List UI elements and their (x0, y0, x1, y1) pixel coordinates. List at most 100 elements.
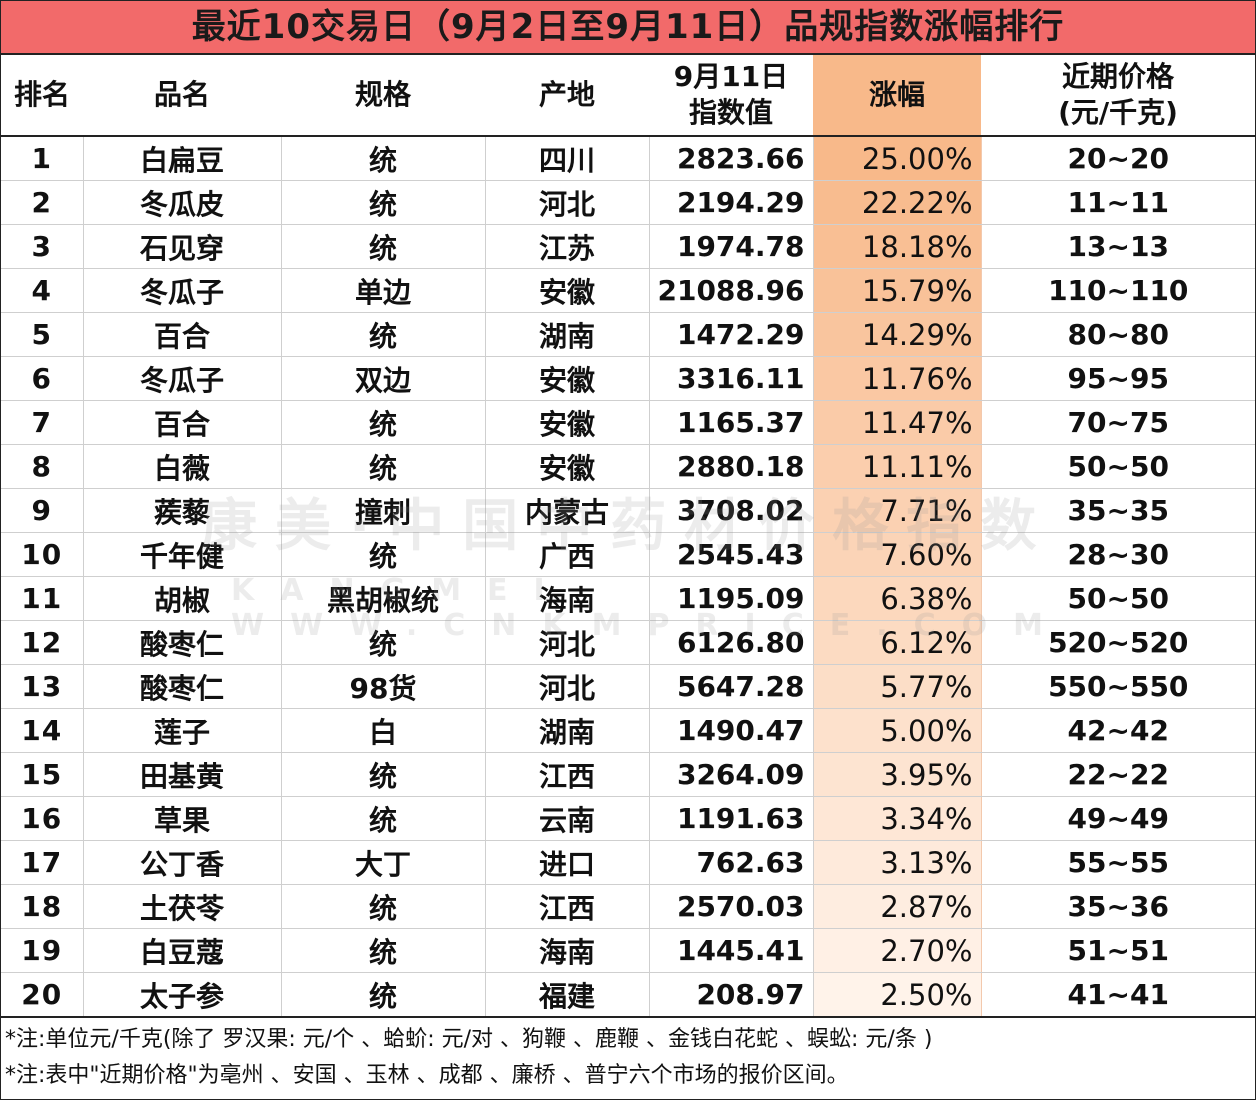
cell-price: 35~36 (981, 884, 1255, 929)
cell-origin: 安徽 (485, 444, 650, 489)
cell-index: 21088.96 (649, 268, 814, 313)
cell-name: 土茯苓 (83, 884, 282, 929)
cell-origin: 湖南 (485, 708, 650, 753)
cell-origin: 海南 (485, 928, 650, 973)
cell-name: 酸枣仁 (83, 664, 282, 709)
cell-spec: 统 (281, 136, 486, 181)
cell-price: 20~20 (981, 136, 1255, 181)
cell-index: 762.63 (649, 840, 814, 885)
cell-rank: 19 (1, 928, 84, 973)
cell-origin: 内蒙古 (485, 488, 650, 533)
cell-spec: 统 (281, 928, 486, 973)
cell-origin: 安徽 (485, 268, 650, 313)
cell-growth: 6.38% (813, 576, 982, 621)
cell-origin: 河北 (485, 664, 650, 709)
cell-name: 冬瓜子 (83, 268, 282, 313)
cell-name: 胡椒 (83, 576, 282, 621)
cell-origin: 云南 (485, 796, 650, 841)
cell-name: 冬瓜子 (83, 356, 282, 401)
cell-rank: 5 (1, 312, 84, 357)
cell-rank: 13 (1, 664, 84, 709)
cell-price: 50~50 (981, 576, 1255, 621)
cell-growth: 5.77% (813, 664, 982, 709)
table-row: 9 蒺藜 撞刺 内蒙古 3708.02 7.71% 35~35 (1, 488, 1255, 533)
cell-spec: 统 (281, 972, 486, 1018)
table-row: 13 酸枣仁 98货 河北 5647.28 5.77% 550~550 (1, 664, 1255, 709)
cell-price: 51~51 (981, 928, 1255, 973)
cell-growth: 11.76% (813, 356, 982, 401)
table-row: 12 酸枣仁统河北 6126.80 6.12% 520~520 (1, 620, 1255, 665)
cell-price: 41~41 (981, 972, 1255, 1018)
cell-rank: 14 (1, 708, 84, 753)
cell-spec: 统 (281, 532, 486, 577)
cell-origin: 福建 (485, 972, 650, 1018)
cell-spec: 白 (281, 708, 486, 753)
cell-price: 28~30 (981, 532, 1255, 577)
cell-origin: 进口 (485, 840, 650, 885)
footnote-unit: *注:单位元/千克(除了 罗汉果: 元/个 、蛤蚧: 元/对 、狗鞭 、鹿鞭 、… (5, 1027, 933, 1052)
header-price-line2: (元/千克) (1058, 96, 1178, 129)
cell-index: 5647.28 (649, 664, 814, 709)
table-row: 15 田基黄统江西 3264.09 3.95% 22~22 (1, 752, 1255, 797)
cell-growth: 2.50% (813, 972, 982, 1018)
cell-growth: 7.71% (813, 488, 982, 533)
cell-price: 49~49 (981, 796, 1255, 841)
cell-rank: 4 (1, 268, 84, 313)
cell-spec: 98货 (281, 664, 486, 709)
cell-price: 55~55 (981, 840, 1255, 885)
cell-spec: 统 (281, 312, 486, 357)
cell-index: 1472.29 (649, 312, 814, 357)
cell-origin: 河北 (485, 620, 650, 665)
table-row: 10 千年健统广西 2545.43 7.60% 28~30 (1, 532, 1255, 577)
cell-growth: 7.60% (813, 532, 982, 577)
cell-name: 田基黄 (83, 752, 282, 797)
cell-rank: 6 (1, 356, 84, 401)
cell-origin: 江西 (485, 884, 650, 929)
table-row: 19 白豆蔻统海南 1445.41 2.70% 51~51 (1, 928, 1255, 973)
cell-origin: 江西 (485, 752, 650, 797)
table-row: 8 白薇统安徽 2880.18 11.11% 50~50 (1, 444, 1255, 489)
cell-index: 1165.37 (649, 400, 814, 445)
table-row: 17 公丁香 大丁 进口 762.63 3.13% 55~55 (1, 840, 1255, 885)
cell-price: 95~95 (981, 356, 1255, 401)
cell-name: 蒺藜 (83, 488, 282, 533)
cell-origin: 湖南 (485, 312, 650, 357)
table-row: 14 莲子白湖南 1490.47 5.00% 42~42 (1, 708, 1255, 753)
cell-price: 13~13 (981, 224, 1255, 269)
cell-growth: 2.70% (813, 928, 982, 973)
cell-price: 70~75 (981, 400, 1255, 445)
cell-spec: 统 (281, 180, 486, 225)
cell-name: 公丁香 (83, 840, 282, 885)
cell-name: 莲子 (83, 708, 282, 753)
header-index-line2: 指数值 (688, 96, 773, 129)
cell-price: 11~11 (981, 180, 1255, 225)
cell-spec: 统 (281, 884, 486, 929)
table-header-row: 排名 品名 规格 产地 9月11日 指数值 涨幅 近期价格 (元/千克) (1, 55, 1255, 137)
header-index: 9月11日 指数值 (649, 55, 813, 137)
cell-index: 2880.18 (649, 444, 814, 489)
cell-price: 50~50 (981, 444, 1255, 489)
cell-spec: 双边 (281, 356, 486, 401)
cell-growth: 3.13% (813, 840, 982, 885)
table-row: 1 白扁豆统四川 2823.66 25.00% 20~20 (1, 136, 1255, 181)
cell-index: 1445.41 (649, 928, 814, 973)
cell-origin: 安徽 (485, 356, 650, 401)
cell-growth: 11.47% (813, 400, 982, 445)
header-growth: 涨幅 (813, 55, 981, 137)
cell-spec: 黑胡椒统 (281, 576, 486, 621)
cell-rank: 3 (1, 224, 84, 269)
cell-price: 550~550 (981, 664, 1255, 709)
cell-origin: 江苏 (485, 224, 650, 269)
cell-index: 1974.78 (649, 224, 814, 269)
cell-price: 110~110 (981, 268, 1255, 313)
cell-name: 千年健 (83, 532, 282, 577)
footnotes: *注:单位元/千克(除了 罗汉果: 元/个 、蛤蚧: 元/对 、狗鞭 、鹿鞭 、… (1, 1018, 1255, 1094)
cell-price: 42~42 (981, 708, 1255, 753)
cell-growth: 3.95% (813, 752, 982, 797)
cell-index: 6126.80 (649, 620, 814, 665)
cell-index: 2545.43 (649, 532, 814, 577)
cell-rank: 20 (1, 972, 84, 1018)
cell-name: 白扁豆 (83, 136, 282, 181)
cell-rank: 18 (1, 884, 84, 929)
cell-name: 酸枣仁 (83, 620, 282, 665)
